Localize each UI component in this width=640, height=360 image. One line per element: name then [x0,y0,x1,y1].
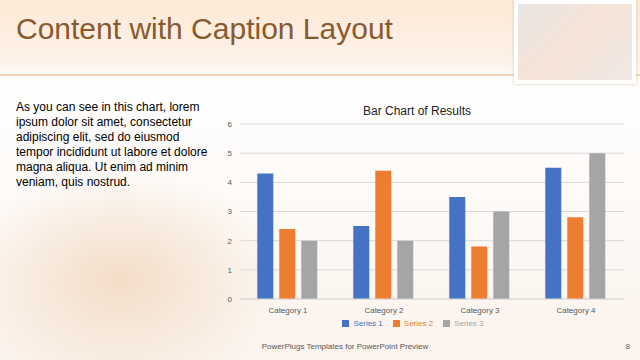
svg-text:Category 3: Category 3 [460,306,500,315]
svg-text:5: 5 [228,149,233,158]
html-text:PowerPlugs Templates for Power: PowerPlugs Templates for PowerPoint Prev… [261,342,429,351]
svg-text:Category 1: Category 1 [268,306,308,315]
svg-text:4: 4 [228,178,233,187]
svg-text:1: 1 [228,266,233,275]
svg-text:Category 2: Category 2 [364,306,404,315]
html-text:Series 1: Series 1 [353,319,383,328]
svg-text:3: 3 [228,207,233,216]
html-text:Content with Caption Layout: Content with Caption Layout [16,12,393,45]
svg-text:Category 4: Category 4 [556,306,596,315]
svg-text:0: 0 [228,295,233,304]
html-text:As you can see in this chart,: As you can see in this chart, lorem ipsu… [16,100,208,189]
svg-text:2: 2 [228,237,233,246]
html-text:Bar Chart of Results: Bar Chart of Results [363,104,471,118]
html-text:Series 2: Series 2 [403,319,434,328]
html-text:Series 3: Series 3 [454,319,484,328]
html-text:8: 8 [625,342,630,351]
svg-text:6: 6 [228,120,233,129]
